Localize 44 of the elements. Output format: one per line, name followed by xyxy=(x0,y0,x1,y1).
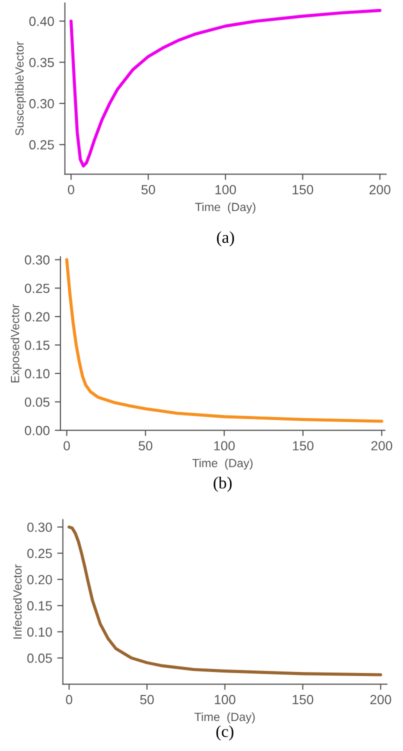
x-tick-label: 150 xyxy=(292,694,314,704)
y-tick-label: 0.15 xyxy=(27,601,52,611)
x-tick-label: 150 xyxy=(292,441,314,450)
y-tick-label: 0.25 xyxy=(29,140,54,150)
y-tick-label: 0.20 xyxy=(27,574,52,584)
x-tick-label: 200 xyxy=(370,184,390,194)
x-tick-label: 100 xyxy=(215,184,236,194)
y-tick-label: 0.30 xyxy=(24,255,50,265)
y-tick-label: 0.30 xyxy=(29,99,54,108)
y-tick-label: 0.15 xyxy=(24,340,50,350)
line-series xyxy=(65,258,384,423)
y-tick-label: 0.40 xyxy=(29,16,54,26)
x-tick-label: 50 xyxy=(141,184,156,194)
x-tick-label: 0 xyxy=(66,694,72,704)
y-tick-label: 0.35 xyxy=(29,58,54,68)
y-axis-title: SusceptibleVector xyxy=(15,42,26,136)
text: (a) xyxy=(216,231,234,246)
x-tick-label: 0 xyxy=(64,441,70,450)
y-tick-label: 0.05 xyxy=(27,654,52,663)
x-tick-label: 100 xyxy=(214,694,236,704)
x-tick-label: 150 xyxy=(292,184,314,194)
x-tick-label: 0 xyxy=(68,184,74,194)
y-tick-label: 0.30 xyxy=(27,522,52,532)
line-series xyxy=(68,525,382,676)
y-tick-label: 0.10 xyxy=(27,627,52,637)
y-tick-label: 0.10 xyxy=(24,369,50,378)
x-tick-label: 200 xyxy=(371,441,392,450)
x-axis-title: Time (Day) xyxy=(195,202,256,214)
y-tick-label: 0.25 xyxy=(24,284,50,294)
x-tick-label: 200 xyxy=(370,694,392,704)
y-axis-title: InfectedVector xyxy=(12,564,22,639)
text: (c) xyxy=(216,725,234,740)
x-tick-label: 50 xyxy=(138,441,152,450)
x-axis-title: Time (Day) xyxy=(192,458,253,470)
y-axis-title: ExposedVector xyxy=(10,304,22,382)
y-tick-label: 0.25 xyxy=(27,548,52,558)
text: (b) xyxy=(214,476,232,492)
x-axis-title: Time (Day) xyxy=(194,712,255,724)
x-tick-label: 100 xyxy=(214,441,235,450)
y-tick-label: 0.05 xyxy=(24,397,50,407)
y-tick-label: 0.20 xyxy=(24,312,50,322)
x-tick-label: 50 xyxy=(140,694,154,704)
line-series xyxy=(70,8,382,168)
y-tick-label: 0.00 xyxy=(24,426,50,436)
